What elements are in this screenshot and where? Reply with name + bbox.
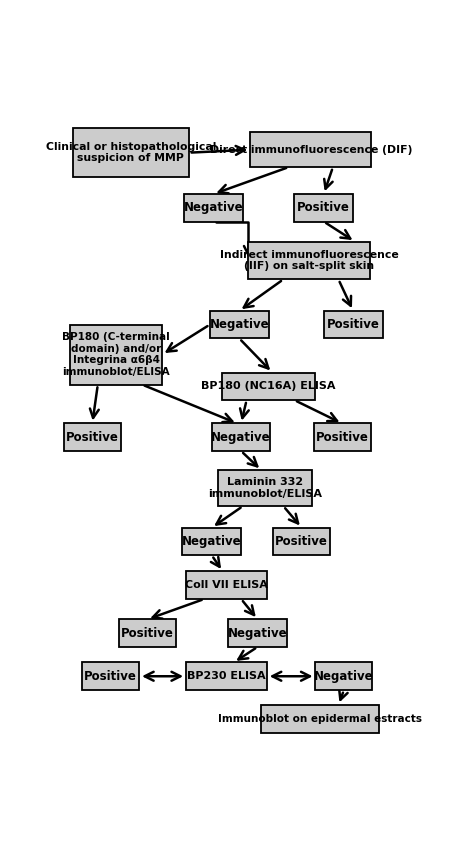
Text: Indirect immunofluorescence
(IIF) on salt-split skin: Indirect immunofluorescence (IIF) on sal… bbox=[219, 249, 399, 271]
Text: Laminin 332
immunoblot/ELISA: Laminin 332 immunoblot/ELISA bbox=[208, 477, 322, 499]
FancyBboxPatch shape bbox=[228, 619, 287, 647]
FancyBboxPatch shape bbox=[119, 619, 176, 647]
Text: Positive: Positive bbox=[121, 627, 174, 639]
Text: Positive: Positive bbox=[84, 670, 137, 683]
FancyBboxPatch shape bbox=[184, 194, 243, 221]
FancyBboxPatch shape bbox=[222, 372, 316, 400]
Text: BP180 (NC16A) ELISA: BP180 (NC16A) ELISA bbox=[201, 382, 336, 391]
FancyBboxPatch shape bbox=[324, 311, 383, 338]
FancyBboxPatch shape bbox=[218, 470, 312, 506]
Text: Clinical or histopathological
suspicion of MMP: Clinical or histopathological suspicion … bbox=[46, 142, 216, 164]
FancyBboxPatch shape bbox=[73, 128, 189, 177]
Text: Immunoblot on epidermal estracts: Immunoblot on epidermal estracts bbox=[218, 714, 422, 724]
FancyBboxPatch shape bbox=[182, 527, 241, 555]
Text: Negative: Negative bbox=[182, 535, 242, 548]
FancyBboxPatch shape bbox=[210, 311, 269, 338]
FancyBboxPatch shape bbox=[186, 662, 267, 690]
FancyBboxPatch shape bbox=[248, 242, 370, 279]
Text: Positive: Positive bbox=[66, 431, 119, 444]
FancyBboxPatch shape bbox=[82, 662, 139, 690]
Text: Direct immunofluorescence (DIF): Direct immunofluorescence (DIF) bbox=[210, 145, 412, 154]
Text: Negative: Negative bbox=[228, 627, 287, 639]
FancyBboxPatch shape bbox=[316, 662, 373, 690]
FancyBboxPatch shape bbox=[294, 194, 353, 221]
Text: Negative: Negative bbox=[184, 201, 243, 215]
FancyBboxPatch shape bbox=[250, 132, 372, 167]
Text: Negative: Negative bbox=[211, 431, 271, 444]
Text: Negative: Negative bbox=[210, 318, 269, 331]
FancyBboxPatch shape bbox=[273, 527, 330, 555]
Text: Positive: Positive bbox=[297, 201, 350, 215]
FancyBboxPatch shape bbox=[261, 705, 379, 733]
Text: Coll VII ELISA: Coll VII ELISA bbox=[185, 580, 268, 590]
FancyBboxPatch shape bbox=[70, 325, 162, 384]
Text: BP230 ELISA: BP230 ELISA bbox=[187, 672, 266, 681]
FancyBboxPatch shape bbox=[64, 423, 121, 451]
Text: Positive: Positive bbox=[316, 431, 369, 444]
Text: Positive: Positive bbox=[275, 535, 328, 548]
FancyBboxPatch shape bbox=[186, 572, 267, 599]
FancyBboxPatch shape bbox=[314, 423, 371, 451]
Text: BP180 (C-terminal
domain) and/or
Integrina α6β4
immunoblot/ELISA: BP180 (C-terminal domain) and/or Integri… bbox=[62, 332, 170, 377]
Text: Positive: Positive bbox=[327, 318, 380, 331]
FancyBboxPatch shape bbox=[212, 423, 271, 451]
Text: Negative: Negative bbox=[314, 670, 374, 683]
